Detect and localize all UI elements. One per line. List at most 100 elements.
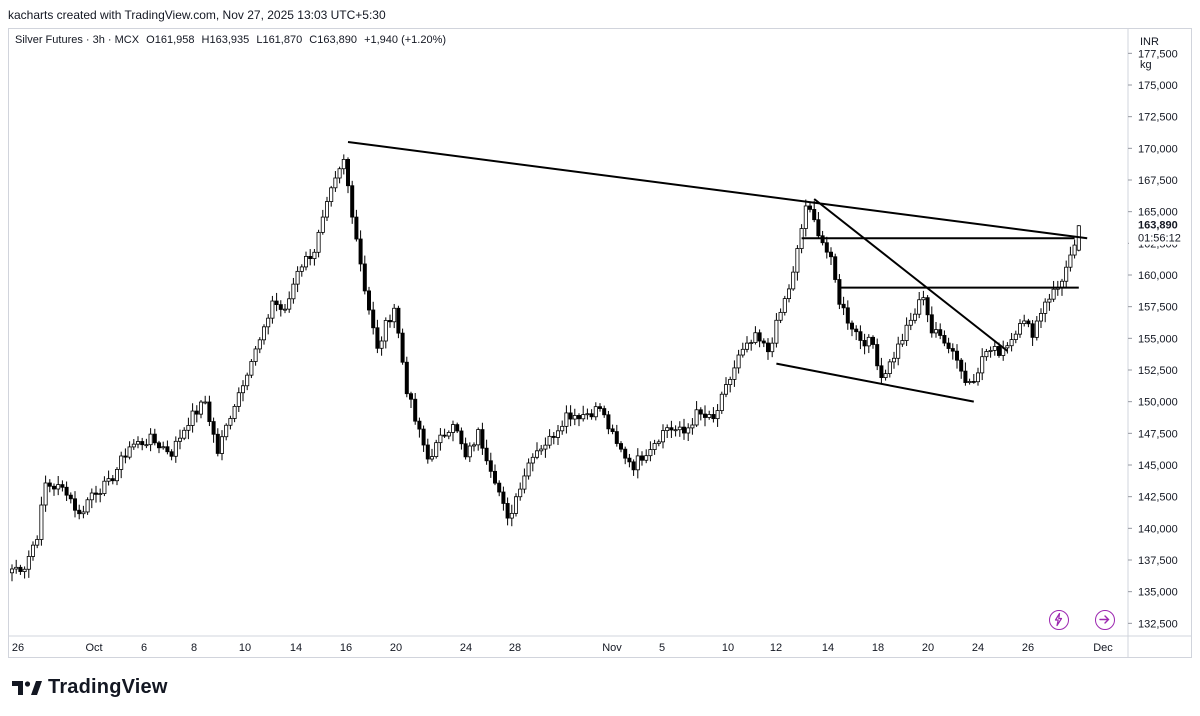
candle-body [845, 307, 850, 324]
candle-body [535, 450, 540, 458]
trendline[interactable] [813, 198, 1009, 352]
candle-body [354, 216, 359, 240]
candle-body [707, 414, 712, 418]
candle-body [278, 304, 283, 310]
price-tick-label: 160,000 [1138, 270, 1178, 282]
candle-body [47, 482, 52, 487]
candle-body [581, 414, 586, 420]
candle-body [110, 478, 115, 482]
candle-body [316, 231, 321, 253]
trendline[interactable] [776, 362, 974, 403]
price-tick-label: 147,500 [1138, 428, 1178, 440]
candle-body [803, 205, 808, 229]
time-tick-label: 10 [722, 642, 734, 654]
candle-body [413, 398, 418, 422]
price-tick-label: 137,500 [1138, 555, 1178, 567]
candle-body [934, 329, 939, 334]
candle-body [862, 340, 867, 347]
time-tick-label: 10 [239, 642, 251, 654]
candle-body [614, 431, 619, 444]
price-tick-label: 165,000 [1138, 207, 1178, 219]
candle-body [724, 384, 729, 395]
candle-body [379, 340, 384, 349]
time-tick-label: 20 [390, 642, 402, 654]
candle-body [770, 342, 775, 353]
candle-body [127, 446, 132, 458]
candle-body [551, 435, 556, 438]
candle-body [488, 460, 493, 472]
candle-body [366, 290, 371, 311]
candle-body [602, 408, 607, 416]
candle-body [299, 266, 304, 272]
candle-body [26, 556, 31, 570]
candle-body [837, 279, 842, 305]
candle-body [778, 311, 783, 321]
candle-body [942, 335, 947, 344]
arrow-right-icon[interactable] [1095, 610, 1115, 630]
price-tick-label: 150,000 [1138, 397, 1178, 409]
candle-body [812, 209, 817, 221]
time-tick-label: 12 [770, 642, 782, 654]
candle-body [249, 361, 254, 376]
candle-body [362, 263, 367, 292]
candle-body [556, 430, 561, 438]
candle-body [77, 509, 82, 515]
candle-body [892, 357, 897, 363]
candle-body [497, 482, 502, 493]
currency-label[interactable]: INR [1140, 36, 1159, 48]
last-price-tag [1129, 216, 1189, 245]
last-price-value: 163,890 [1138, 220, 1178, 232]
candle-body [950, 348, 955, 352]
lightning-icon[interactable] [1049, 610, 1069, 630]
candle-body [303, 255, 308, 268]
candle-body [476, 429, 481, 446]
price-tick-label: 172,500 [1138, 112, 1178, 124]
candle-body [644, 455, 649, 461]
candle-body [1022, 320, 1027, 324]
candle-body [194, 410, 199, 415]
candle-body [455, 424, 460, 432]
high-value: H163,935 [201, 34, 250, 46]
symbol-label[interactable]: Silver Futures · 3h · MCX [15, 34, 140, 46]
candle-body [904, 324, 909, 341]
candle-body [43, 482, 48, 506]
candle-body [400, 332, 405, 363]
time-tick-label: 18 [872, 642, 884, 654]
candle-body [261, 326, 266, 341]
candle-body [85, 499, 90, 513]
price-tick-label: 152,500 [1138, 365, 1178, 377]
time-tick-label: 14 [822, 642, 834, 654]
candle-body [337, 168, 342, 179]
candle-body [505, 503, 510, 519]
candle-body [156, 442, 161, 449]
unit-label[interactable]: kg [1140, 59, 1152, 71]
candle-body [131, 443, 136, 448]
change-value: +1,940 (+1.20%) [364, 34, 447, 46]
candle-body [1047, 298, 1052, 303]
candle-body [236, 392, 241, 407]
candle-body [73, 498, 78, 511]
candle-body [808, 205, 813, 210]
candle-body [560, 425, 565, 432]
candle-body [984, 351, 989, 358]
candle-body [938, 329, 943, 336]
candle-body [900, 340, 905, 345]
candle-body [598, 406, 603, 409]
tradingview-logo[interactable]: TradingView [12, 676, 168, 699]
candle-body [572, 415, 577, 420]
candle-body [22, 568, 27, 572]
candle-body [1043, 301, 1048, 314]
candle-body [698, 409, 703, 415]
time-tick-label: 20 [922, 642, 934, 654]
candle-body [619, 443, 624, 450]
candle-body [333, 177, 338, 189]
candle-body [661, 430, 666, 443]
candle-body [858, 331, 863, 341]
candle-body [396, 307, 401, 334]
trendline[interactable] [347, 141, 1088, 240]
candle-body [383, 320, 388, 342]
candle-body [450, 424, 455, 433]
candle-body [640, 455, 645, 461]
candle-body [829, 251, 834, 258]
